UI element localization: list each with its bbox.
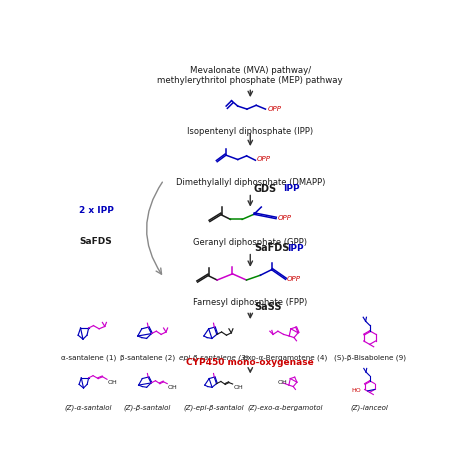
Text: SaFDS: SaFDS — [254, 243, 289, 253]
Text: Geranyl diphosphate (GPP): Geranyl diphosphate (GPP) — [193, 238, 307, 247]
Text: methylerythritol phosphate (MEP) pathway: methylerythritol phosphate (MEP) pathway — [157, 76, 343, 85]
Text: SaSS: SaSS — [254, 302, 282, 312]
Text: Dimethylallyl diphosphate (DMAPP): Dimethylallyl diphosphate (DMAPP) — [175, 178, 325, 187]
Text: Mevalonate (MVA) pathway/: Mevalonate (MVA) pathway/ — [190, 65, 311, 74]
Text: (Z)-exo-α-bergamotol: (Z)-exo-α-bergamotol — [247, 405, 323, 411]
Text: GDS: GDS — [254, 184, 277, 194]
Text: OPP: OPP — [278, 215, 292, 221]
Text: OH: OH — [108, 380, 118, 385]
Text: (Z)-β-santalol: (Z)-β-santalol — [124, 405, 171, 411]
Text: (Z)-α-santalol: (Z)-α-santalol — [65, 405, 112, 411]
Text: SaFDS: SaFDS — [80, 237, 112, 246]
Text: OH: OH — [168, 385, 178, 390]
Text: OPP: OPP — [287, 276, 301, 282]
Text: (Z)-lanceol: (Z)-lanceol — [351, 405, 389, 411]
Text: IPP: IPP — [283, 184, 300, 194]
Text: IPP: IPP — [287, 244, 304, 252]
Text: epi-β-santalene (3): epi-β-santalene (3) — [179, 355, 248, 361]
Text: (Z)-epi-β-santalol: (Z)-epi-β-santalol — [183, 405, 244, 411]
Text: OPP: OPP — [267, 106, 282, 112]
Text: OH: OH — [233, 385, 243, 390]
Text: HO: HO — [352, 389, 362, 393]
Text: α-santalene (1): α-santalene (1) — [61, 355, 116, 361]
Text: 2 x IPP: 2 x IPP — [79, 206, 113, 215]
Text: exo-α-Bergamotene (4): exo-α-Bergamotene (4) — [243, 355, 327, 361]
Text: Farnesyl diphosphate (FPP): Farnesyl diphosphate (FPP) — [193, 298, 308, 307]
Text: (S)-β-Bisabolene (9): (S)-β-Bisabolene (9) — [334, 355, 406, 361]
Text: OPP: OPP — [257, 156, 271, 162]
Text: CYP450 mono-oxygenase: CYP450 mono-oxygenase — [186, 358, 314, 367]
Text: Isopentenyl diphosphate (IPP): Isopentenyl diphosphate (IPP) — [187, 127, 313, 136]
Text: OH: OH — [278, 380, 288, 385]
Text: β-santalene (2): β-santalene (2) — [120, 355, 175, 361]
